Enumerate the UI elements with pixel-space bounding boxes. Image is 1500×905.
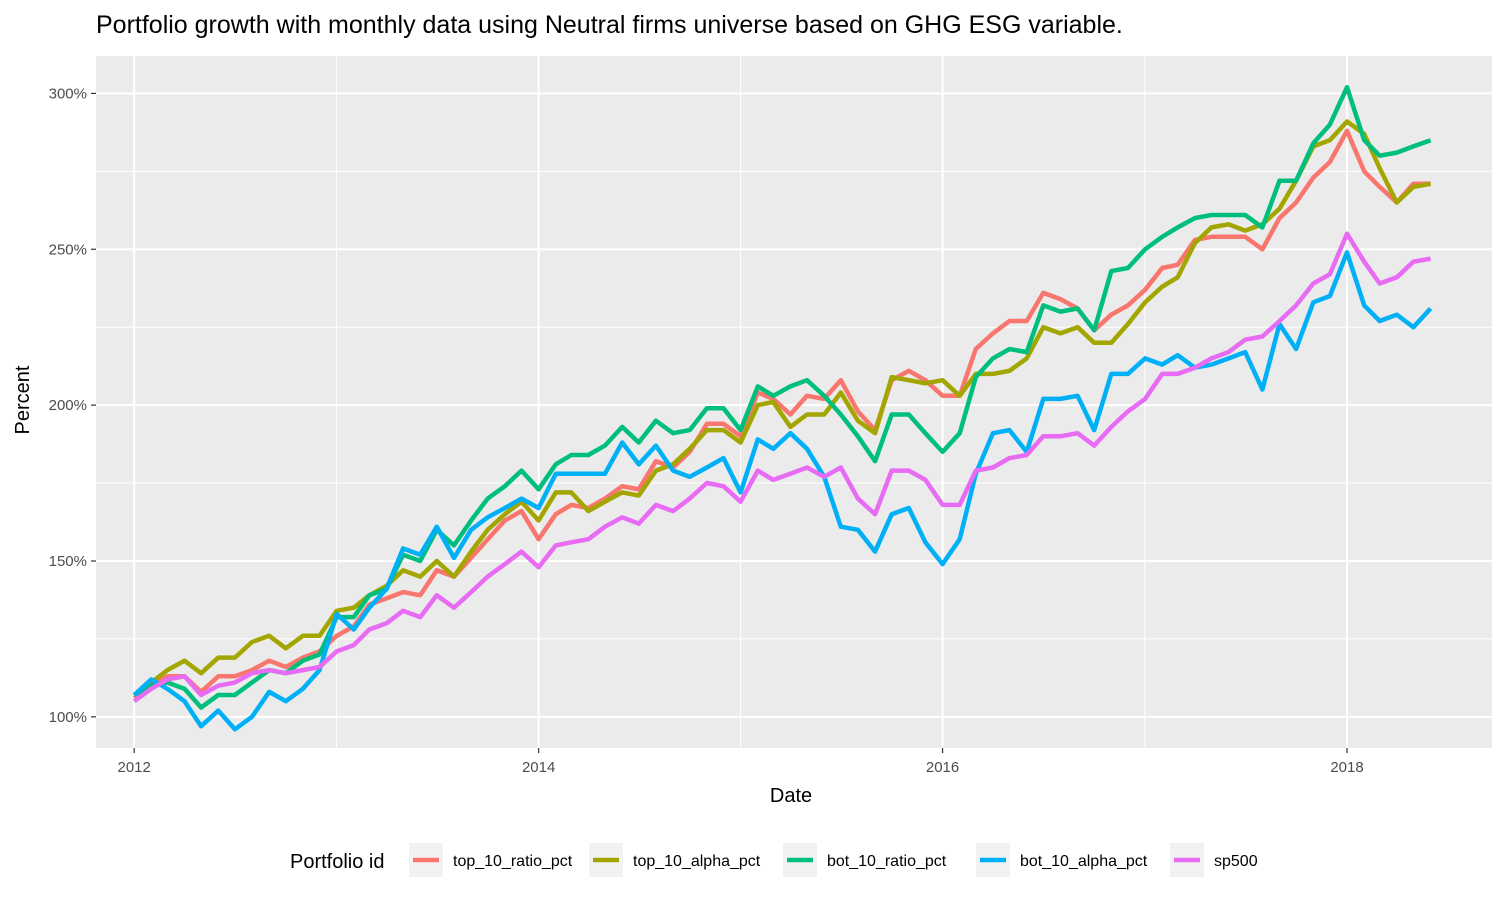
x-tick-label: 2018 [1330, 759, 1363, 776]
x-tick-label: 2014 [522, 759, 555, 776]
series-line-bot_10_alpha_pct [132, 250, 1433, 732]
y-tick-label: 250% [49, 241, 87, 258]
legend-item-bot_10_ratio_pct: bot_10_ratio_pct [783, 843, 947, 877]
y-axis-title: Percent [12, 365, 34, 434]
legend-label: top_10_alpha_pct [633, 853, 761, 870]
series-line-top_10_alpha_pct [132, 119, 1431, 697]
series-line-bot_10_ratio_pct [133, 84, 1432, 710]
plot-panel [96, 56, 1492, 748]
legend-label: bot_10_ratio_pct [827, 853, 947, 870]
chart-title: Portfolio growth with monthly data using… [96, 11, 1123, 39]
y-tick-label: 100% [49, 709, 87, 726]
y-tick-label: 300% [49, 85, 87, 102]
legend-label: sp500 [1214, 853, 1258, 870]
legend: Portfolio id top_10_ratio_pct top_10_alph… [290, 843, 1258, 877]
legend-items: top_10_ratio_pct top_10_alpha_pct bot_10_r… [409, 843, 1258, 877]
legend-title: Portfolio id [290, 851, 385, 873]
series-lines [132, 84, 1433, 732]
y-tick-label: 150% [49, 553, 87, 570]
legend-item-top_10_ratio_pct: top_10_ratio_pct [409, 843, 573, 877]
panel-background [96, 56, 1492, 748]
legend-label: top_10_ratio_pct [453, 853, 573, 870]
y-axis: 100% 150% 200% 250% 300% [49, 85, 96, 726]
x-axis: 2012 2014 2016 2018 [117, 748, 1364, 776]
series-line-sp500 [132, 231, 1431, 704]
legend-label: bot_10_alpha_pct [1020, 853, 1148, 870]
x-tick-label: 2012 [117, 759, 150, 776]
legend-item-top_10_alpha_pct: top_10_alpha_pct [589, 843, 761, 877]
y-tick-label: 200% [49, 397, 87, 414]
x-axis-title: Date [770, 785, 812, 807]
legend-item-sp500: sp500 [1170, 843, 1258, 877]
x-tick-label: 2016 [926, 759, 959, 776]
legend-item-bot_10_alpha_pct: bot_10_alpha_pct [976, 843, 1148, 877]
